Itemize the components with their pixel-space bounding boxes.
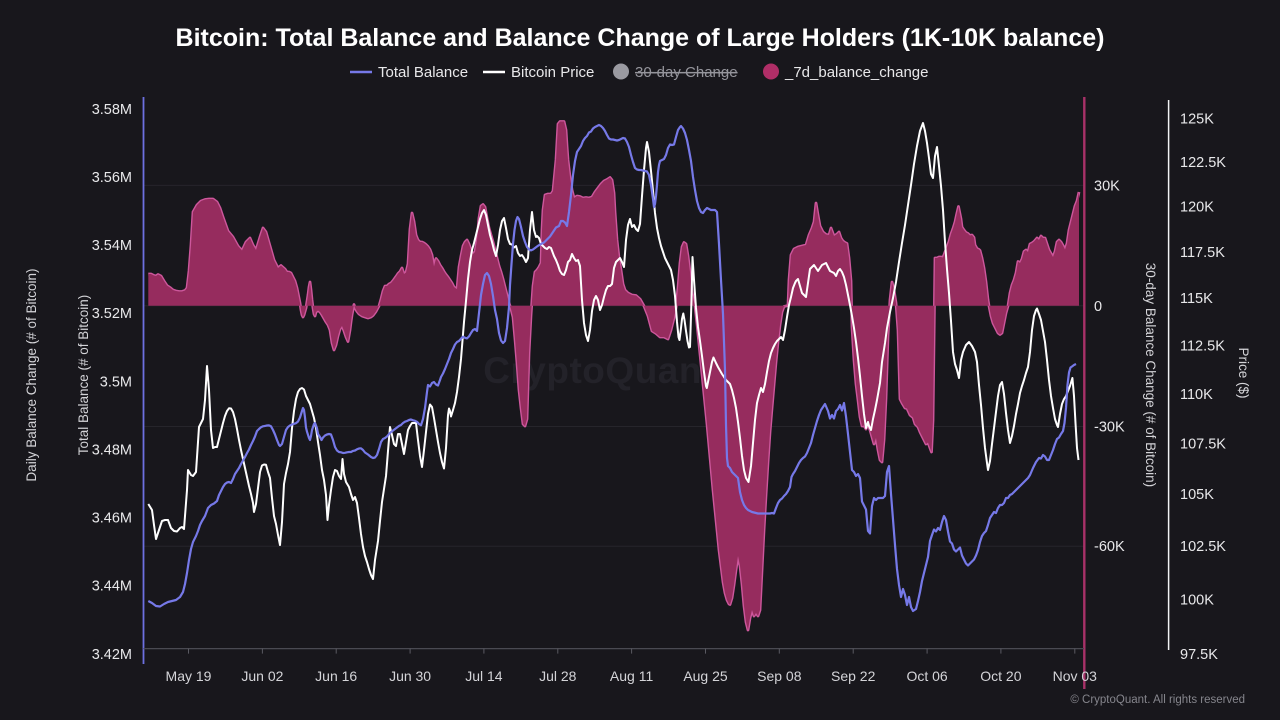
svg-text:Bitcoin Price: Bitcoin Price xyxy=(511,64,594,81)
svg-text:Total Balance: Total Balance xyxy=(378,64,468,81)
svg-text:Oct 06: Oct 06 xyxy=(906,668,947,684)
svg-text:Sep 08: Sep 08 xyxy=(757,668,802,684)
svg-text:30-day Change: 30-day Change xyxy=(635,64,738,81)
svg-text:30K: 30K xyxy=(1094,178,1120,194)
svg-text:125K: 125K xyxy=(1180,112,1214,128)
svg-text:3.52M: 3.52M xyxy=(92,306,132,322)
svg-text:3.5M: 3.5M xyxy=(100,374,132,390)
svg-text:100K: 100K xyxy=(1180,592,1214,608)
svg-text:30-day Balance Change (# of Bi: 30-day Balance Change (# of Bitcoin) xyxy=(1143,263,1158,487)
svg-text:Jul 28: Jul 28 xyxy=(539,668,577,684)
svg-text:Jun 30: Jun 30 xyxy=(389,668,431,684)
svg-text:Total Balance (# of Bitcoin): Total Balance (# of Bitcoin) xyxy=(76,295,91,456)
svg-text:102.5K: 102.5K xyxy=(1180,539,1226,555)
svg-text:3.58M: 3.58M xyxy=(92,102,132,118)
svg-text:3.56M: 3.56M xyxy=(92,170,132,186)
svg-text:0: 0 xyxy=(1094,299,1102,315)
svg-text:-60K: -60K xyxy=(1094,539,1125,555)
svg-text:Daily Balance Change (# of Bit: Daily Balance Change (# of Bitcoin) xyxy=(24,268,39,481)
svg-text:Aug 11: Aug 11 xyxy=(610,668,654,684)
svg-text:_7d_balance_change: _7d_balance_change xyxy=(784,64,928,81)
svg-text:3.48M: 3.48M xyxy=(92,442,132,458)
svg-text:110K: 110K xyxy=(1180,387,1213,403)
svg-text:-30K: -30K xyxy=(1094,420,1125,436)
svg-text:Price ($): Price ($) xyxy=(1236,347,1251,398)
svg-text:97.5K: 97.5K xyxy=(1180,647,1218,663)
svg-text:Jun 02: Jun 02 xyxy=(241,668,283,684)
svg-text:May 19: May 19 xyxy=(166,668,212,684)
svg-text:3.46M: 3.46M xyxy=(92,511,132,527)
svg-text:3.54M: 3.54M xyxy=(92,238,132,254)
svg-text:Bitcoin: Total Balance and Bal: Bitcoin: Total Balance and Balance Chang… xyxy=(176,24,1105,52)
svg-text:Nov 03: Nov 03 xyxy=(1053,668,1098,684)
svg-text:117.5K: 117.5K xyxy=(1180,245,1225,261)
svg-text:Sep 22: Sep 22 xyxy=(831,668,876,684)
svg-text:Oct 20: Oct 20 xyxy=(980,668,1021,684)
svg-text:Aug 25: Aug 25 xyxy=(683,668,728,684)
svg-text:3.44M: 3.44M xyxy=(92,579,132,595)
svg-text:120K: 120K xyxy=(1180,200,1214,216)
svg-text:115K: 115K xyxy=(1180,291,1213,307)
svg-text:Jul 14: Jul 14 xyxy=(465,668,503,684)
svg-text:112.5K: 112.5K xyxy=(1180,339,1225,355)
svg-text:Jun 16: Jun 16 xyxy=(315,668,357,684)
svg-text:122.5K: 122.5K xyxy=(1180,155,1226,171)
svg-text:© CryptoQuant. All rights rese: © CryptoQuant. All rights reserved xyxy=(1070,694,1245,706)
svg-text:107.5K: 107.5K xyxy=(1180,437,1226,453)
svg-text:105K: 105K xyxy=(1180,487,1214,503)
svg-text:3.42M: 3.42M xyxy=(92,647,132,663)
